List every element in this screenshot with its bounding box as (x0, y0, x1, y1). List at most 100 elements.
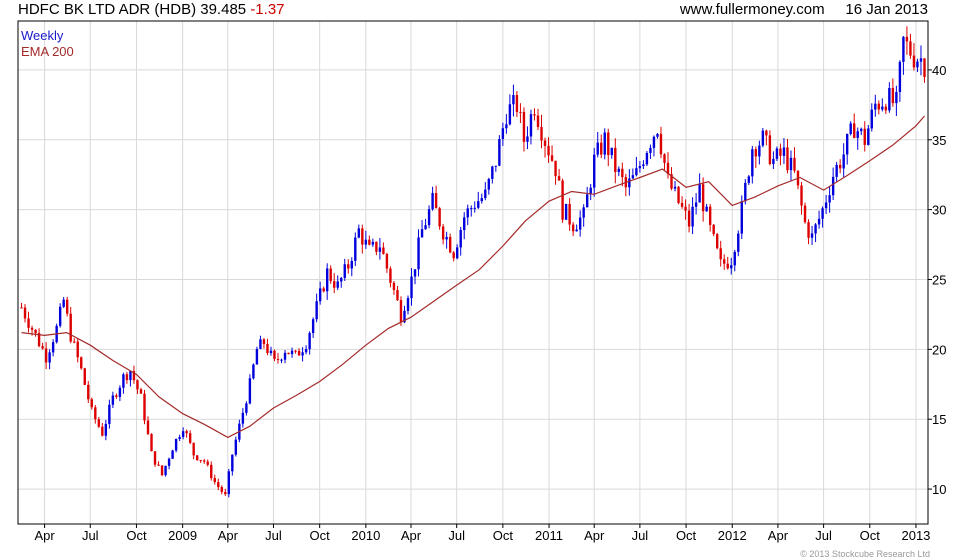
weekly-candle (181, 427, 185, 440)
weekly-candle (34, 329, 37, 337)
weekly-candle (789, 150, 793, 182)
weekly-candle (874, 94, 877, 117)
weekly-candle (705, 203, 708, 212)
ticker-name: HDFC BK LTD ADR (HDB) (18, 1, 197, 18)
weekly-candle (870, 103, 873, 132)
weekly-candle (550, 145, 554, 162)
weekly-candle (772, 151, 775, 170)
weekly-candle (273, 349, 276, 362)
weekly-candle (245, 401, 248, 416)
weekly-candle (631, 168, 635, 179)
weekly-candle (371, 238, 375, 248)
candlestick-series (20, 26, 926, 498)
weekly-candle (877, 100, 881, 115)
x-tick-label: Oct (126, 528, 147, 543)
x-tick-label: Apr (218, 528, 239, 543)
weekly-candle (199, 459, 202, 464)
x-tick-label: Apr (401, 528, 422, 543)
site-url[interactable]: www.fullermoney.com (679, 1, 825, 18)
x-tick-label: Jul (815, 528, 832, 543)
weekly-candle (477, 191, 480, 209)
weekly-candle (775, 146, 779, 162)
weekly-candle (203, 458, 206, 464)
weekly-candle (188, 430, 192, 445)
weekly-candle (607, 128, 610, 167)
weekly-candle (69, 306, 72, 344)
weekly-candle (845, 133, 849, 165)
weekly-candle (564, 203, 568, 220)
weekly-candle (378, 238, 382, 260)
x-tick-label: 2011 (535, 528, 563, 543)
weekly-candle (751, 145, 754, 184)
weekly-candle (536, 108, 540, 131)
weekly-candle (557, 168, 561, 181)
weekly-candle (754, 146, 758, 168)
weekly-candle (691, 197, 694, 235)
weekly-candle (424, 218, 427, 230)
weekly-candle (652, 135, 656, 157)
legend-ema200: EMA 200 (21, 44, 74, 59)
weekly-candle (694, 193, 698, 215)
weekly-candle (455, 244, 459, 260)
weekly-candle (329, 265, 332, 284)
weekly-candle (547, 137, 550, 163)
weekly-candle (803, 202, 807, 224)
weekly-candle (80, 356, 83, 370)
x-tick-label: Jul (82, 528, 99, 543)
weekly-candle (357, 224, 361, 239)
weekly-candle (252, 363, 255, 380)
ema-200-line (21, 115, 925, 439)
weekly-candle (76, 338, 79, 363)
axis-ticks: 10 15 20 25 30 35 40 Apr Jul Oct 2009 Apr Jul Oct 2010… (34, 63, 946, 543)
chart-date: 16 Jan 2013 (845, 1, 928, 18)
weekly-candle (860, 127, 863, 136)
weekly-candle (213, 474, 216, 485)
weekly-candle (487, 177, 491, 195)
weekly-candle (793, 147, 796, 173)
weekly-candle (115, 393, 118, 400)
weekly-candle (350, 257, 353, 277)
weekly-candle (656, 133, 659, 139)
weekly-candle (680, 196, 684, 209)
weekly-candle (382, 242, 385, 255)
weekly-candle (164, 465, 167, 477)
weekly-candle (529, 109, 533, 145)
x-tick-label: Jul (632, 528, 649, 543)
weekly-candle (280, 358, 283, 364)
weekly-candle (796, 170, 800, 190)
weekly-candle (361, 224, 364, 254)
weekly-candle (733, 249, 736, 272)
weekly-candle (301, 347, 304, 362)
weekly-candle (259, 335, 262, 350)
weekly-candle (431, 186, 434, 211)
weekly-candle (512, 84, 515, 117)
weekly-candle (417, 229, 420, 277)
weekly-candle (347, 259, 350, 274)
weekly-candle (649, 144, 652, 159)
weekly-candle (779, 143, 782, 166)
weekly-candle (153, 451, 157, 467)
weekly-candle (192, 442, 195, 460)
weekly-candle (824, 194, 828, 215)
weekly-candle (670, 167, 673, 191)
weekly-candle (48, 349, 51, 370)
x-tick-label: Apr (584, 528, 605, 543)
x-tick-label: Apr (34, 528, 55, 543)
weekly-candle (266, 338, 269, 356)
weekly-candle (41, 342, 44, 350)
weekly-candle (231, 454, 234, 476)
weekly-candle (817, 210, 821, 229)
weekly-candle (747, 175, 751, 185)
weekly-candle (723, 254, 726, 270)
weekly-candle (838, 159, 842, 174)
weekly-candle (445, 231, 448, 249)
weekly-candle (27, 311, 30, 333)
weekly-candle (814, 223, 817, 243)
x-tick-label: Apr (768, 528, 789, 543)
weekly-candle (902, 35, 905, 75)
weekly-candle (786, 138, 789, 174)
weekly-candle (659, 126, 663, 159)
weekly-candle (23, 304, 27, 323)
weekly-candle (227, 468, 231, 498)
weekly-candle (596, 132, 599, 158)
